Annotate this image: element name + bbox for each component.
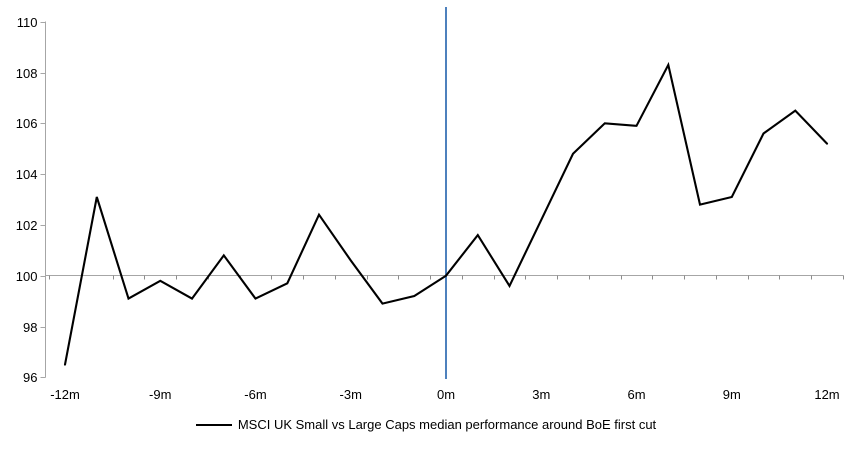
- y-axis: 96 98 100 102 104 106 108 110: [16, 15, 46, 385]
- y-tick-label: 96: [23, 370, 37, 385]
- x-tick-label: 12m: [814, 387, 839, 402]
- series-line: [63, 61, 829, 366]
- x-tick-label: 6m: [627, 387, 645, 402]
- y-tick-label: 102: [16, 218, 38, 233]
- x-tick-label: -12m: [50, 387, 80, 402]
- x-tick-label: -6m: [244, 387, 266, 402]
- legend: MSCI UK Small vs Large Caps median perfo…: [0, 417, 852, 432]
- legend-line-marker: [195, 423, 232, 426]
- legend-series-label: MSCI UK Small vs Large Caps median perfo…: [237, 417, 657, 432]
- y-tick-label: 108: [16, 66, 38, 81]
- y-tick-label: 106: [16, 116, 38, 131]
- y-tick-label: 110: [17, 15, 38, 30]
- x-tick-label: 9m: [723, 387, 741, 402]
- x-axis-labels: -12m -9m -6m -3m 0m 3m 6m 9m 12m: [50, 387, 839, 402]
- y-tick-label: 100: [16, 269, 38, 284]
- y-tick-label: 104: [16, 167, 38, 182]
- x-tick-label: 3m: [532, 387, 550, 402]
- x-tick-label: -3m: [340, 387, 362, 402]
- x-tick-label: 0m: [437, 387, 455, 402]
- x-tick-label: -9m: [149, 387, 171, 402]
- y-tick-label: 98: [23, 320, 37, 335]
